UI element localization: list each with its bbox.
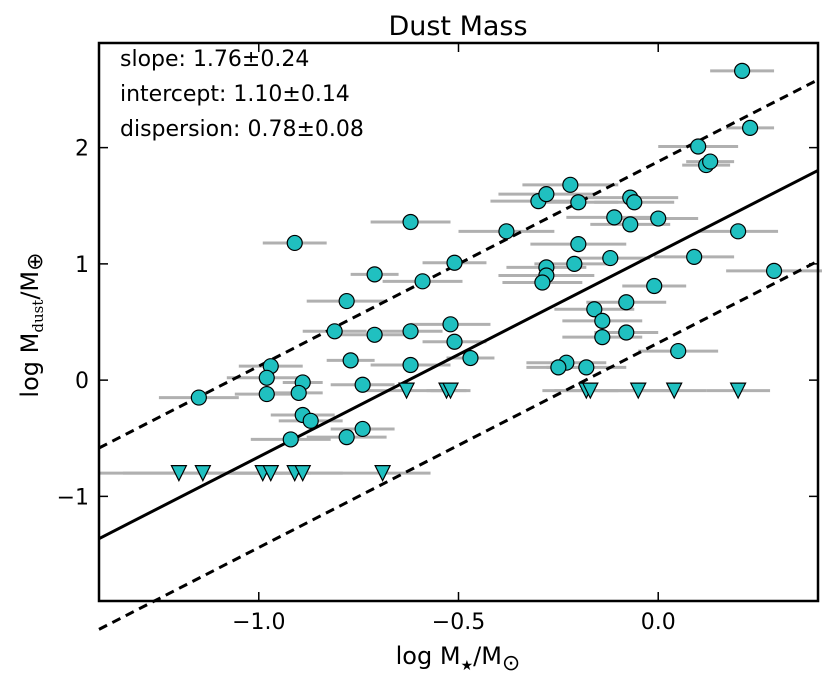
y-label-tail: /M xyxy=(16,271,44,300)
x-tick-label: −1.0 xyxy=(232,610,285,635)
marker-layer xyxy=(170,62,783,482)
data-point xyxy=(326,323,343,340)
x-tick-label: −0.5 xyxy=(432,610,485,635)
data-point xyxy=(290,384,307,402)
data-point xyxy=(354,376,371,393)
upper-limit-point xyxy=(398,382,416,400)
data-point xyxy=(538,186,555,203)
data-point xyxy=(302,412,319,429)
data-point xyxy=(534,274,551,291)
data-point xyxy=(690,138,707,155)
data-point xyxy=(765,262,783,279)
y-label-main: log M xyxy=(16,333,44,398)
upper-limit-point xyxy=(442,382,459,400)
x-label-tail: /M xyxy=(473,642,502,670)
data-point xyxy=(366,266,383,283)
data-point xyxy=(402,323,419,340)
annotation-slope: slope: 1.76±0.24 xyxy=(120,47,309,72)
upper-limit-point xyxy=(629,382,647,400)
data-point xyxy=(586,301,603,318)
data-point xyxy=(338,292,355,310)
data-point xyxy=(282,431,299,448)
data-point xyxy=(730,223,747,240)
data-point xyxy=(342,352,359,369)
plot-frame xyxy=(97,41,820,603)
data-point xyxy=(646,277,663,295)
data-point xyxy=(594,329,611,346)
data-point xyxy=(618,294,635,311)
upper-limit-point xyxy=(194,465,212,482)
data-point xyxy=(190,389,207,406)
data-point xyxy=(402,356,419,374)
x-label-main: log M xyxy=(396,642,461,670)
fit-line-layer xyxy=(98,78,819,631)
data-point xyxy=(570,236,587,253)
data-point xyxy=(566,255,583,272)
data-point xyxy=(338,428,355,446)
y-tick-label: −1 xyxy=(57,485,89,510)
data-point xyxy=(650,210,667,227)
upper-limit-point xyxy=(374,465,392,482)
data-point xyxy=(578,359,595,376)
data-point xyxy=(670,342,687,360)
data-point xyxy=(702,153,719,170)
x-tick-label: 0.0 xyxy=(641,610,676,635)
y-axis-label: log Mdust/M⊕ xyxy=(16,252,48,397)
data-point xyxy=(498,223,515,240)
tick-layer: −1.0 −0.5 0.0 −1 0 1 2 xyxy=(57,43,818,635)
data-point xyxy=(741,119,759,136)
upper-limit-point xyxy=(665,382,683,400)
y-label-sub: dust xyxy=(29,300,47,333)
chart-title: Dust Mass xyxy=(388,11,527,42)
y-tick-label: 2 xyxy=(75,137,89,162)
data-point xyxy=(594,312,611,329)
upper-limit-point xyxy=(729,382,747,400)
data-point xyxy=(258,369,275,386)
y-tick-label: 1 xyxy=(75,253,89,278)
x-axis-label: log M★/M⊙ xyxy=(396,642,521,676)
data-point xyxy=(618,324,635,341)
data-point xyxy=(414,273,431,290)
fit-line xyxy=(98,169,819,541)
x-label-sub: ★ xyxy=(461,658,474,674)
data-point xyxy=(570,194,587,211)
x-label-sun: ⊙ xyxy=(502,651,520,676)
data-point xyxy=(550,359,567,376)
data-point xyxy=(446,333,463,350)
data-point xyxy=(258,385,275,403)
dispersion-line-lower xyxy=(98,259,819,631)
upper-limit-point xyxy=(170,465,188,482)
data-point xyxy=(366,326,383,343)
data-point xyxy=(402,213,419,231)
data-point xyxy=(446,254,463,271)
y-label-earth: ⊕ xyxy=(23,252,48,270)
data-point xyxy=(462,349,479,367)
data-point xyxy=(354,420,371,438)
y-tick-label: 0 xyxy=(75,369,89,394)
annotation-dispersion: dispersion: 0.78±0.08 xyxy=(120,117,364,142)
data-point xyxy=(602,249,619,267)
data-point xyxy=(626,194,643,211)
annotation-intercept: intercept: 1.10±0.14 xyxy=(120,82,350,107)
data-point xyxy=(734,62,751,80)
data-point xyxy=(622,216,639,233)
data-point xyxy=(606,209,623,226)
upper-limit-point xyxy=(294,465,312,482)
upper-limit-point xyxy=(581,382,599,400)
data-point xyxy=(442,316,459,333)
data-point xyxy=(286,234,303,252)
data-point xyxy=(562,176,579,193)
data-point xyxy=(686,248,703,265)
upper-limit-point xyxy=(262,465,280,482)
